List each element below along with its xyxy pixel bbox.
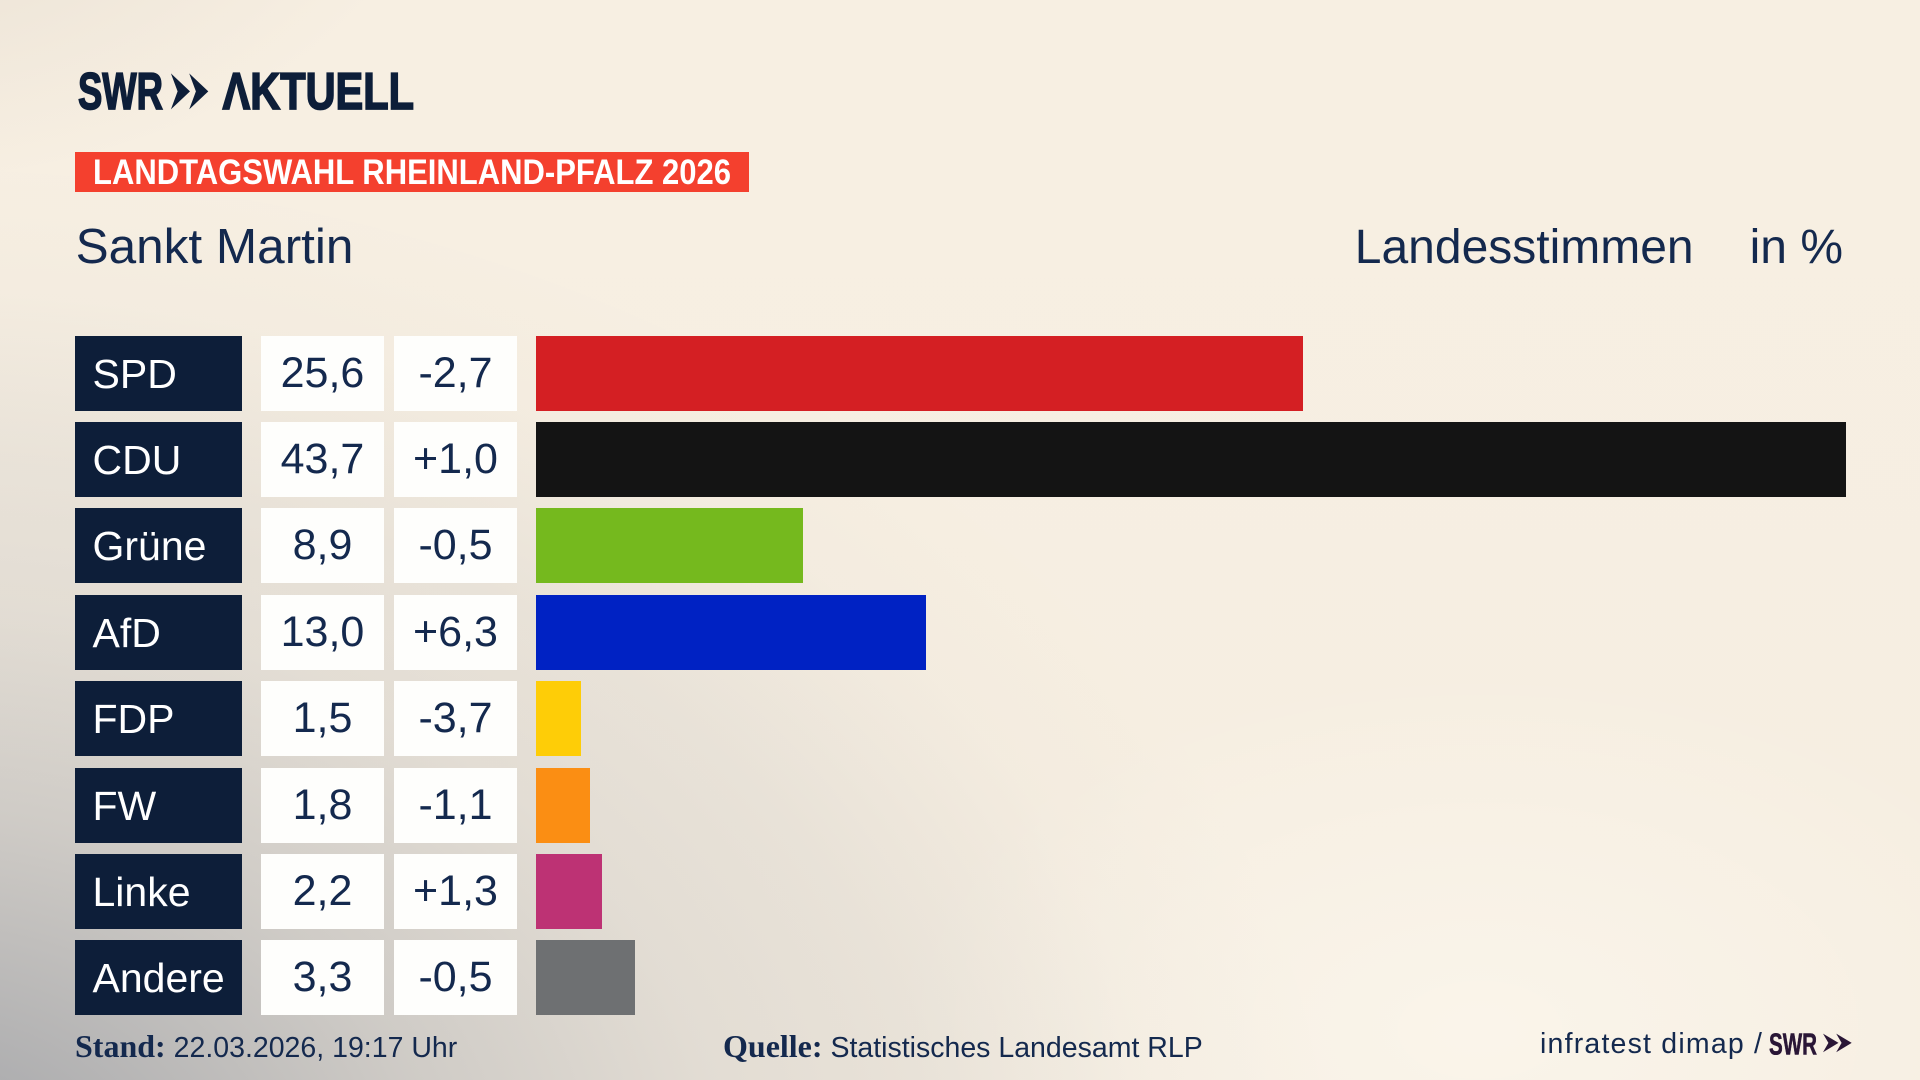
svg-text:ΛKTUELL: ΛKTUELL (223, 62, 415, 120)
svg-text:SWR: SWR (1769, 1028, 1817, 1061)
svg-text:SWR: SWR (78, 62, 163, 120)
